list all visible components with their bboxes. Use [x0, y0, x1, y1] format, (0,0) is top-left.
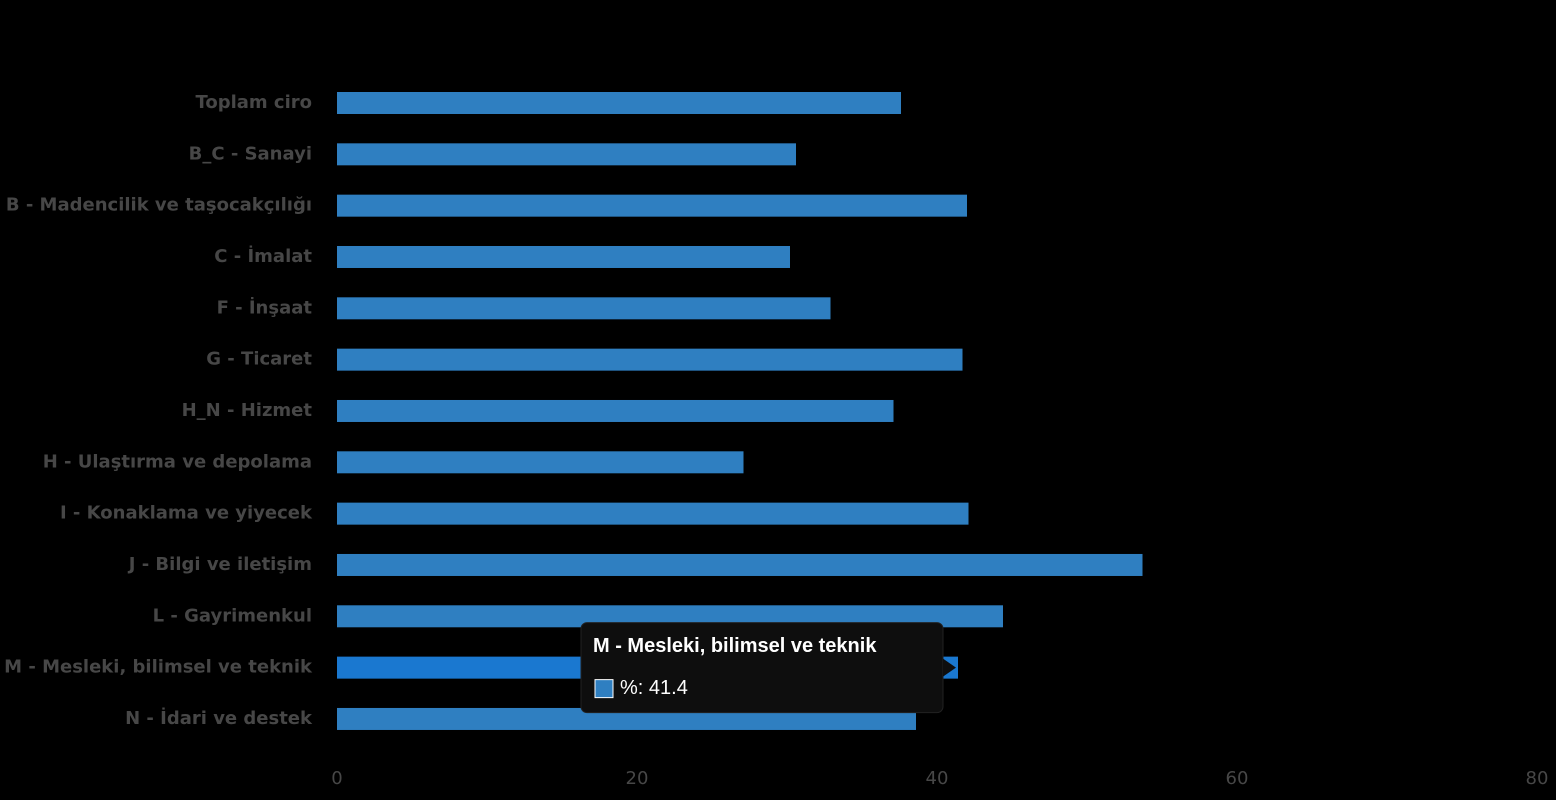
x-tick-label: 40	[926, 768, 949, 789]
bar	[337, 399, 894, 422]
bar	[337, 245, 790, 268]
tooltip: M - Mesleki, bilimsel ve teknik %: 41.4	[580, 622, 956, 714]
category-label: H_N - Hizmet	[182, 400, 313, 421]
category-label: L - Gayrimenkul	[153, 605, 312, 626]
category-label: G - Ticaret	[206, 349, 312, 370]
tooltip-arrow	[943, 658, 956, 677]
x-tick-label: 80	[1526, 768, 1549, 789]
x-tick-label: 60	[1226, 768, 1249, 789]
bar	[337, 605, 1003, 628]
category-label: M - Mesleki, bilimsel ve teknik	[4, 657, 313, 678]
bar	[337, 451, 744, 474]
category-label: J - Bilgi ve iletişim	[127, 554, 312, 575]
bar	[337, 348, 963, 371]
bar	[337, 553, 1143, 576]
bar	[337, 297, 831, 320]
category-label: F - İnşaat	[217, 296, 313, 318]
category-label: C - İmalat	[214, 245, 312, 267]
x-tick-label: 20	[626, 768, 649, 789]
category-label: B - Madencilik ve taşocakçılığı	[6, 195, 312, 216]
bar	[337, 143, 796, 166]
bar	[337, 92, 901, 114]
x-tick-label: 0	[331, 768, 342, 789]
category-label: I - Konaklama ve yiyecek	[60, 503, 313, 524]
category-label: H - Ulaştırma ve depolama	[43, 451, 312, 472]
bar	[337, 194, 967, 217]
category-label: Toplam ciro	[195, 92, 312, 113]
tooltip-title: M - Mesleki, bilimsel ve teknik	[593, 635, 877, 657]
bar	[337, 707, 916, 730]
bar	[337, 502, 969, 525]
tooltip-swatch	[594, 679, 614, 699]
tooltip-value: %: 41.4	[620, 677, 688, 699]
category-label: N - İdari ve destek	[125, 707, 313, 729]
category-label: B_C - Sanayi	[189, 143, 312, 164]
